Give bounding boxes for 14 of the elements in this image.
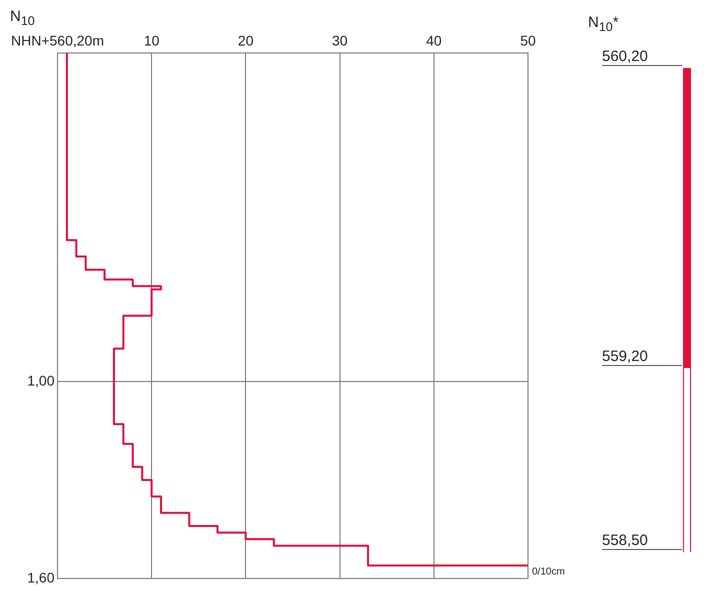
x-tick-label: 30 [332,32,348,48]
category-label: 559,20 [602,348,682,366]
x-tick-label: 40 [426,32,442,48]
y-tick-label: 1,00 [27,372,55,388]
x-tick-label: 50 [520,32,536,48]
text: 0/10cm [532,566,565,578]
x-tick-label: NHN+560,20m [10,32,104,48]
category-label: 558,50 [602,532,682,550]
text: N$_{10}$* [588,14,619,34]
x-tick-label: 20 [238,32,254,48]
x-tick-label: 10 [144,32,160,48]
y-tick-label: 1,60 [27,569,55,586]
x-axis-title: N$_{10}$ [10,8,35,28]
category-label: 560,20 [602,48,682,66]
